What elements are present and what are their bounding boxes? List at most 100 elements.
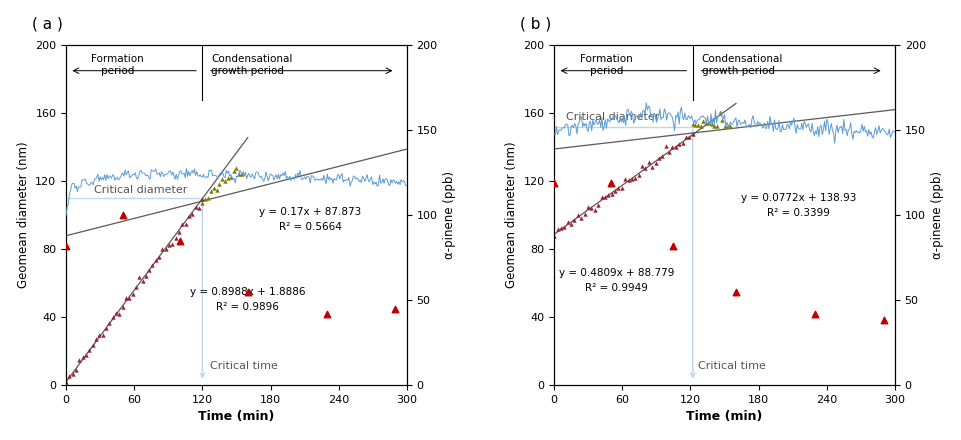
Point [138, 272, 154, 279]
Point [79, 351, 94, 358]
Point [604, 180, 619, 187]
Point [675, 140, 690, 147]
Text: Condensational: Condensational [211, 54, 293, 64]
Point [168, 235, 184, 242]
Point [320, 310, 335, 317]
Point [223, 173, 238, 180]
Point [665, 144, 680, 151]
Text: y = 0.8988x + 1.8886: y = 0.8988x + 1.8886 [190, 286, 306, 297]
Point [72, 356, 87, 363]
Y-axis label: α-pinene (ppb): α-pinene (ppb) [931, 171, 945, 259]
Point [232, 170, 247, 177]
Point [654, 153, 670, 160]
Text: Critical time: Critical time [210, 362, 278, 371]
Point [547, 180, 562, 187]
Point [229, 165, 244, 172]
Point [75, 353, 90, 360]
Point [159, 246, 174, 253]
Point [631, 172, 647, 179]
Point [808, 310, 824, 317]
Point [594, 194, 609, 201]
Point [666, 242, 681, 249]
Point [672, 140, 687, 147]
Point [625, 175, 640, 182]
Point [567, 216, 582, 224]
Point [172, 237, 187, 244]
Text: R² = 0.5664: R² = 0.5664 [279, 222, 342, 232]
Point [185, 211, 200, 218]
Point [645, 163, 660, 170]
Point [638, 165, 653, 172]
Point [188, 203, 204, 210]
Point [658, 143, 674, 150]
Point [712, 109, 727, 116]
Point [715, 117, 730, 124]
Point [648, 159, 663, 166]
Point [685, 130, 701, 137]
Point [105, 313, 120, 320]
Text: Critical time: Critical time [699, 362, 766, 371]
Point [574, 215, 589, 222]
Point [696, 117, 711, 124]
Point [171, 228, 186, 235]
Point [65, 370, 81, 378]
Point [661, 149, 677, 156]
Point [164, 240, 180, 247]
Text: y = 0.4809x + 88.779: y = 0.4809x + 88.779 [559, 268, 675, 278]
Text: R² = 0.9896: R² = 0.9896 [216, 302, 280, 312]
Point [601, 191, 616, 198]
Point [583, 204, 599, 211]
Point [195, 195, 210, 202]
Text: y = 0.17x + 87.873: y = 0.17x + 87.873 [259, 207, 361, 217]
Text: Critical diameter: Critical diameter [94, 185, 187, 194]
Text: R² = 0.3399: R² = 0.3399 [767, 209, 830, 218]
Point [118, 294, 134, 301]
X-axis label: Time (min): Time (min) [686, 411, 763, 423]
Text: period: period [101, 66, 135, 76]
Point [685, 120, 701, 127]
Point [200, 195, 215, 202]
Point [198, 196, 213, 203]
Point [547, 232, 562, 239]
Point [88, 336, 104, 343]
Point [148, 257, 163, 264]
Point [570, 211, 585, 218]
Point [115, 303, 131, 310]
Text: R² = 0.9949: R² = 0.9949 [585, 283, 648, 293]
Point [182, 213, 197, 220]
Point [125, 290, 140, 297]
Point [220, 175, 235, 182]
Point [611, 184, 627, 191]
Point [234, 170, 250, 177]
Point [206, 185, 221, 192]
Point [387, 305, 403, 312]
Point [678, 133, 694, 140]
Point [91, 332, 107, 339]
Point [211, 181, 227, 188]
Point [195, 200, 210, 207]
Point [85, 341, 100, 348]
Point [720, 123, 735, 130]
Text: y = 0.0772x + 138.93: y = 0.0772x + 138.93 [741, 193, 856, 203]
Point [563, 221, 579, 228]
X-axis label: Time (min): Time (min) [198, 411, 275, 423]
Point [128, 283, 143, 290]
Point [161, 242, 177, 249]
Text: growth period: growth period [211, 66, 284, 76]
Point [191, 204, 207, 211]
Point [688, 121, 703, 128]
Text: period: period [590, 66, 624, 76]
Point [226, 168, 241, 175]
Point [111, 311, 127, 318]
Point [706, 123, 722, 130]
Point [628, 174, 643, 181]
Point [556, 223, 572, 230]
Point [652, 154, 667, 161]
Point [634, 163, 650, 170]
Point [604, 191, 619, 198]
Point [240, 288, 256, 295]
Point [699, 120, 714, 127]
Text: ( b ): ( b ) [520, 17, 552, 32]
Point [115, 212, 131, 219]
Point [703, 121, 719, 128]
